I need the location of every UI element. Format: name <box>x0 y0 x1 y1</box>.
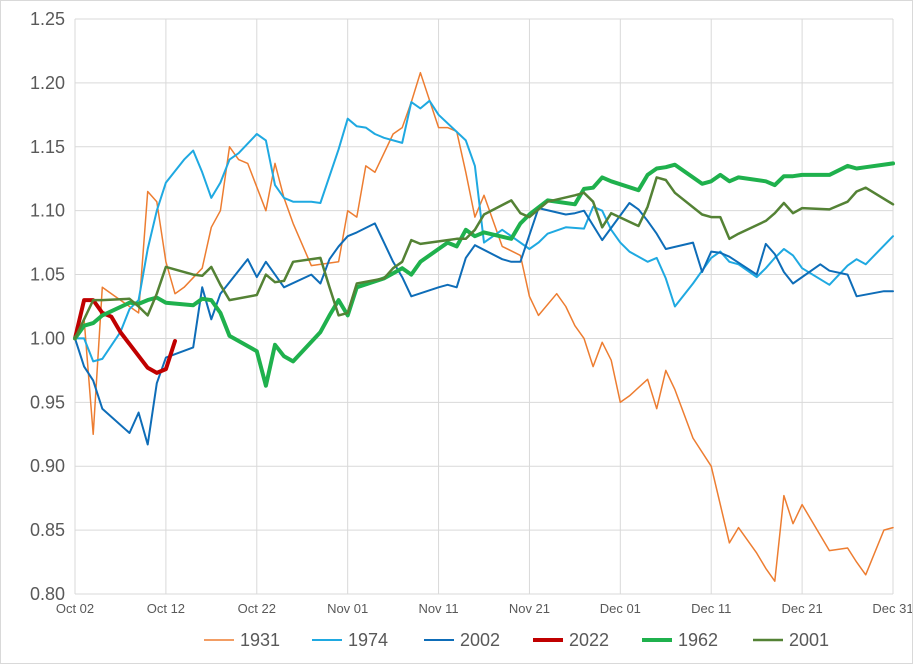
legend: 1931 1974 2002 2022 1962 2001 <box>204 630 829 650</box>
x-tick-label: Dec 31 <box>872 601 912 616</box>
y-tick-label: 1.00 <box>30 328 65 348</box>
series-line-1931 <box>74 71 894 582</box>
y-tick-label: 1.15 <box>30 137 65 157</box>
x-tick-label: Oct 22 <box>238 601 276 616</box>
series-lines <box>73 71 895 582</box>
series-line-2022 <box>73 298 177 375</box>
y-tick-label: 0.95 <box>30 392 65 412</box>
x-tick-label: Nov 11 <box>418 601 458 616</box>
axes: 0.80 0.85 0.90 0.95 1.00 1.05 1.10 1.15 1.20 1.25… <box>30 9 912 616</box>
gridlines <box>74 18 894 595</box>
legend-label-2001: 2001 <box>789 630 829 650</box>
legend-label-1974: 1974 <box>348 630 388 650</box>
x-tick-label: Dec 21 <box>782 601 823 616</box>
legend-label-2022: 2022 <box>569 630 609 650</box>
x-tick-label: Dec 01 <box>600 601 641 616</box>
y-tick-label: 0.90 <box>30 456 65 476</box>
legend-label-1931: 1931 <box>240 630 280 650</box>
y-tick-label: 1.25 <box>30 9 65 29</box>
legend-label-1962: 1962 <box>678 630 718 650</box>
y-tick-label: 1.05 <box>30 265 65 285</box>
legend-label-2002: 2002 <box>460 630 500 650</box>
series-line-1974 <box>74 99 894 363</box>
series-line-2001 <box>73 176 895 340</box>
y-tick-label: 1.10 <box>30 201 65 221</box>
x-tick-label: Oct 02 <box>56 601 94 616</box>
x-tick-label: Nov 21 <box>509 601 550 616</box>
y-tick-label: 0.80 <box>30 584 65 604</box>
x-tick-label: Oct 12 <box>147 601 185 616</box>
x-tick-label: Dec 11 <box>691 601 731 616</box>
x-tick-label: Nov 01 <box>327 601 368 616</box>
y-tick-label: 0.85 <box>30 520 65 540</box>
y-tick-label: 1.20 <box>30 73 65 93</box>
